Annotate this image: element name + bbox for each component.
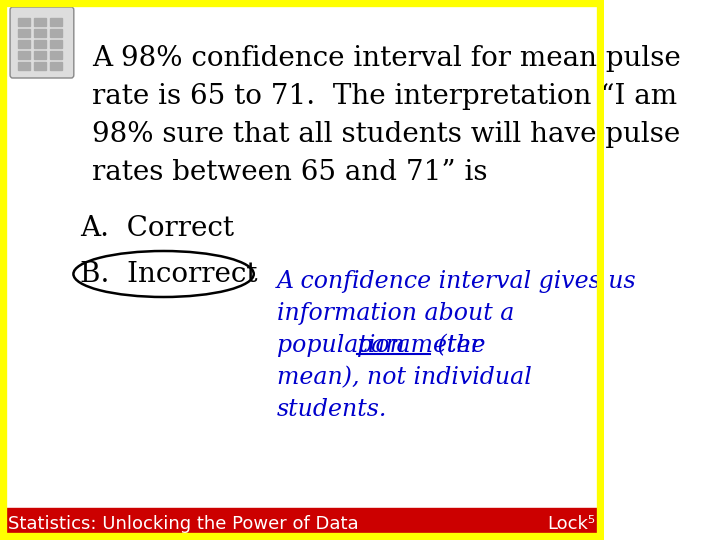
Bar: [35, 40, 46, 48]
Text: rates between 65 and 71” is: rates between 65 and 71” is: [92, 159, 487, 186]
Bar: [19, 29, 30, 37]
Text: A 98% confidence interval for mean pulse: A 98% confidence interval for mean pulse: [92, 45, 681, 72]
Text: students.: students.: [276, 398, 387, 421]
Bar: [50, 29, 62, 37]
Bar: [35, 51, 46, 59]
Bar: [50, 51, 62, 59]
Bar: [0, 508, 604, 540]
Text: A.  Correct: A. Correct: [80, 215, 234, 242]
Text: A confidence interval gives us: A confidence interval gives us: [276, 270, 636, 293]
Text: Statistics: Unlocking the Power of Data: Statistics: Unlocking the Power of Data: [9, 515, 359, 533]
Bar: [19, 18, 30, 26]
Text: rate is 65 to 71.  The interpretation “I am: rate is 65 to 71. The interpretation “I …: [92, 83, 678, 110]
Text: information about a: information about a: [276, 302, 514, 325]
Text: B.  Incorrect: B. Incorrect: [80, 261, 257, 288]
FancyBboxPatch shape: [10, 7, 74, 78]
Text: population: population: [276, 334, 413, 357]
Bar: [19, 62, 30, 70]
Text: mean), not individual: mean), not individual: [276, 366, 531, 389]
Bar: [50, 62, 62, 70]
Bar: [35, 62, 46, 70]
Text: parameter: parameter: [356, 334, 482, 357]
Bar: [19, 40, 30, 48]
Text: Lock⁵: Lock⁵: [548, 515, 595, 533]
Text: (the: (the: [431, 334, 486, 357]
Bar: [50, 18, 62, 26]
Bar: [35, 18, 46, 26]
Bar: [35, 29, 46, 37]
Bar: [19, 51, 30, 59]
Text: 98% sure that all students will have pulse: 98% sure that all students will have pul…: [92, 121, 680, 148]
Bar: [50, 40, 62, 48]
